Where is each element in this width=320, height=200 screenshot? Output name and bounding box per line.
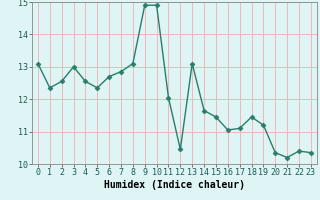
X-axis label: Humidex (Indice chaleur): Humidex (Indice chaleur) (104, 180, 245, 190)
